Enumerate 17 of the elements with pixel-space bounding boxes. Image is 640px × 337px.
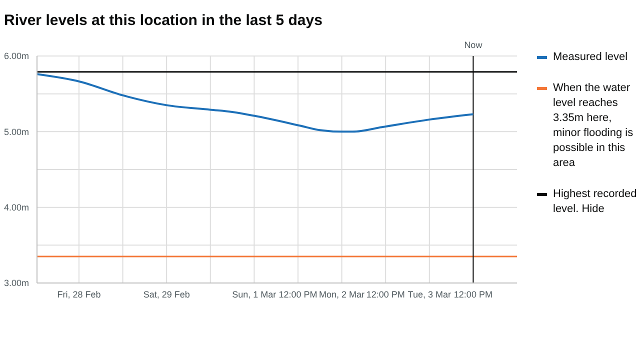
x-tick-label: Sun, 1 Mar bbox=[232, 289, 276, 300]
legend-label: Highest recorded level. Hide bbox=[553, 187, 637, 217]
ref-line-label: Now bbox=[464, 40, 483, 50]
x-tick-label: Mon, 2 Mar bbox=[319, 289, 365, 300]
x-tick-label: 12:00 PM bbox=[278, 289, 318, 300]
legend-label: Measured level bbox=[553, 50, 628, 65]
x-tick-label: 12:00 PM bbox=[454, 289, 492, 300]
legend-label: When the water level reaches 3.35m here, minor flooding is possible in this area bbox=[553, 81, 634, 171]
y-tick-label: 6.00m bbox=[4, 51, 29, 62]
x-tick-label: Sat, 29 Feb bbox=[143, 289, 190, 300]
y-tick-label: 3.00m bbox=[4, 278, 29, 288]
x-tick-label: 12:00 PM bbox=[366, 289, 405, 300]
y-tick-label: 5.00m bbox=[4, 126, 29, 137]
y-tick-label: 4.00m bbox=[4, 202, 29, 213]
x-tick-label: Tue, 3 Mar bbox=[408, 289, 451, 300]
x-tick-label: Fri, 28 Feb bbox=[57, 289, 101, 300]
chart-title: River levels at this location in the last 5 days bbox=[4, 12, 322, 29]
